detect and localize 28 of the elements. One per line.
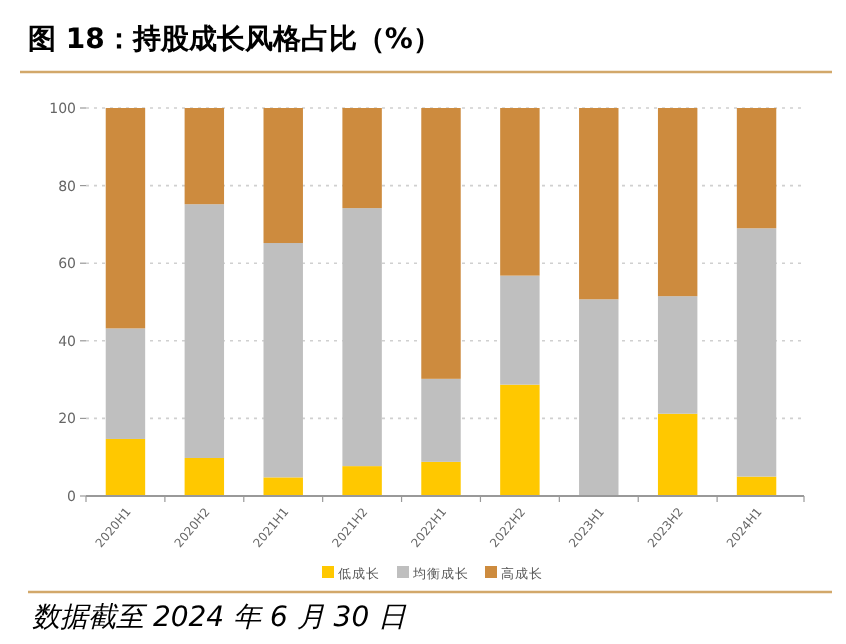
bar: [657, 413, 698, 496]
bar: [184, 204, 225, 458]
text: 数据截至 2024 年 6 月 30 日: [32, 602, 409, 634]
bar: [263, 243, 303, 478]
bar: [736, 108, 777, 229]
bar: [579, 108, 619, 300]
bar: [184, 108, 225, 205]
bar: [500, 108, 540, 276]
bar: [421, 108, 461, 379]
bar: [500, 275, 540, 385]
bar: [184, 457, 225, 496]
title: 图 18：持股成长风格占比（%）: [28, 24, 441, 56]
bar: [342, 108, 382, 209]
bar: [579, 299, 619, 496]
bar: [105, 438, 146, 496]
bar: [421, 378, 461, 462]
bar: [657, 296, 698, 414]
bar: [263, 477, 303, 496]
bar: [500, 384, 540, 496]
bar: [736, 476, 777, 496]
bar: [657, 108, 698, 297]
bar: [421, 461, 461, 496]
bar: [342, 208, 382, 467]
bar: [736, 228, 777, 477]
bar: [263, 108, 303, 244]
bar: [342, 466, 382, 496]
bar: [105, 108, 146, 329]
bar: [105, 328, 146, 439]
